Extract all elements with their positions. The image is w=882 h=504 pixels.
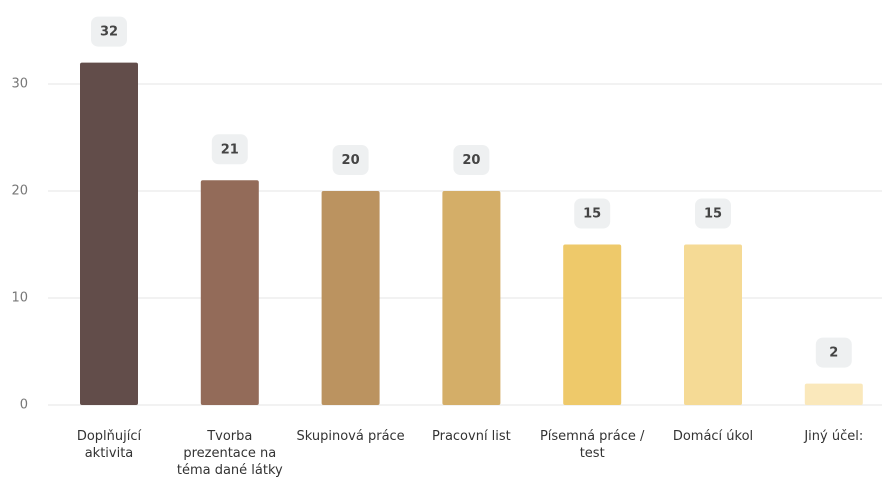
x-tick-label: Tvorba prezentace na téma dané látky [176, 429, 283, 478]
bar [321, 191, 380, 405]
value-label: 15 [583, 207, 601, 222]
bar [684, 244, 742, 405]
y-tick-label: 0 [20, 398, 28, 413]
value-label: 2 [829, 346, 838, 361]
value-label-box [815, 337, 852, 368]
value-label-box [453, 145, 490, 175]
value-label-box [211, 134, 248, 165]
y-tick-label: 30 [11, 77, 28, 92]
value-label-box [574, 198, 611, 229]
value-label-box [91, 16, 127, 47]
bar [200, 180, 259, 405]
x-tick-label: Skupinová práce [296, 429, 405, 444]
y-tick-label: 20 [11, 184, 28, 199]
value-label: 20 [342, 153, 360, 168]
bar [442, 191, 501, 405]
value-label-box [332, 145, 369, 175]
x-tick-label: Písemná práce / test [539, 429, 645, 461]
x-tick-label: Jiný účel: [804, 429, 864, 444]
y-tick-label: 10 [11, 291, 28, 306]
value-label: 15 [704, 207, 722, 222]
x-tick-label: Doplňující aktivita [76, 429, 142, 461]
x-tick-label: Domácí úkol [672, 429, 754, 444]
value-label: 32 [100, 25, 118, 40]
bar [563, 244, 622, 405]
x-tick-label: Pracovní list [431, 429, 511, 444]
value-label: 21 [221, 142, 239, 157]
bar [804, 383, 863, 405]
value-label: 20 [462, 153, 480, 168]
bar [80, 62, 138, 405]
value-label-box [695, 198, 731, 229]
